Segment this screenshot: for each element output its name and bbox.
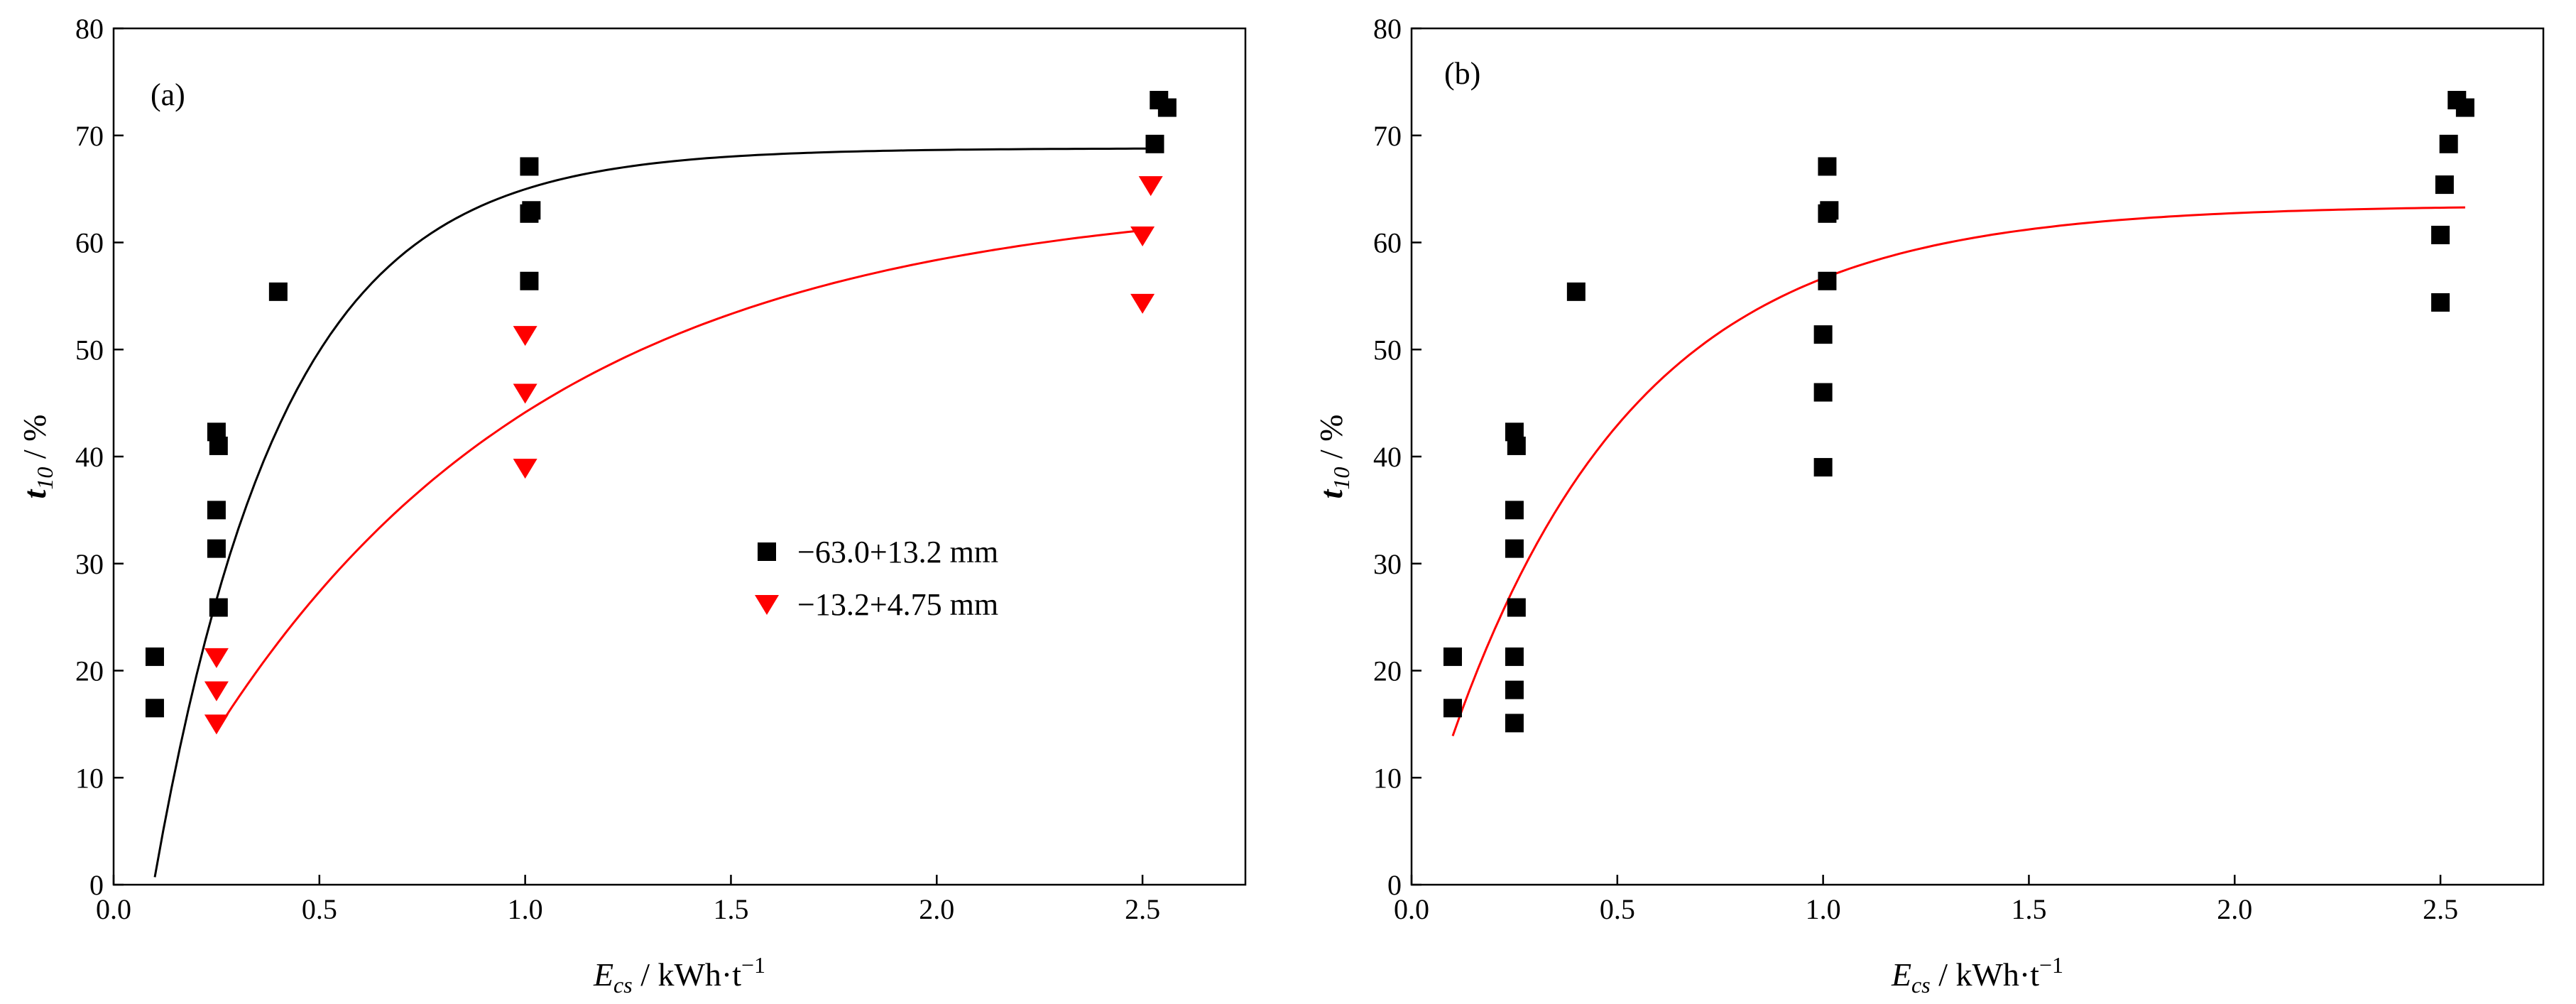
data-point-series-2 [204,714,229,735]
legend-label-series-1: −63.0+13.2 mm [797,535,998,569]
data-point-series-1 [209,598,228,617]
data-point-series-1 [1443,699,1462,718]
y-tick-label: 30 [1373,548,1402,580]
x-tick-label: 2.0 [919,893,954,925]
y-axis-label-b: t10 / % [1313,415,1354,499]
data-point-series-1 [1818,204,1837,223]
x-tick-label: 0.5 [1600,893,1635,925]
x-tick-label: 2.0 [2217,893,2252,925]
data-point-series-1 [1505,680,1524,699]
y-tick-label: 60 [1373,227,1402,259]
y-axis-label-a: t10 / % [16,415,58,499]
data-point-series-1 [2439,134,2458,153]
y-tick-label: 40 [75,441,104,473]
panel-label-a: (a) [151,77,185,112]
y-tick-label: 10 [75,762,104,794]
data-point-series-1 [1813,325,1833,344]
data-point-series-1 [520,271,539,290]
data-point-series-2 [204,681,229,702]
data-point-series-1 [2431,225,2450,244]
y-tick-label: 80 [75,13,104,45]
data-point-series-1 [1157,98,1177,117]
data-point-series-2 [1130,226,1155,246]
data-point-series-2 [204,648,229,668]
plot-area-a [112,27,1247,886]
legend-label-series-2: −13.2+4.75 mm [797,587,998,622]
x-tick-label: 1.0 [508,893,543,925]
data-point-series-2 [513,383,537,404]
y-tick-label: 70 [75,120,104,152]
x-axis-label-b: Ecs / kWh·t−1 [1891,952,2063,998]
data-point-series-1 [1818,157,1837,176]
y-tick-label: 20 [75,655,104,687]
x-tick-label: 0.0 [96,893,131,925]
plot-area-b [1410,27,2545,886]
x-tick-label: 1.0 [1806,893,1841,925]
data-point-series-1 [520,157,539,176]
data-point-series-1 [1145,134,1164,153]
y-tick-label: 40 [1373,441,1402,473]
legend: −63.0+13.2 mm −13.2+4.75 mm [755,535,998,622]
data-point-series-1 [1566,282,1586,301]
data-point-series-1 [1818,271,1837,290]
x-tick-label: 2.5 [2423,893,2458,925]
panel-a: 0 10 20 30 40 50 60 70 80 0.0 0.5 1.0 1.5 2.0 2.5 (a)… [16,13,1247,998]
data-point-series-1 [1813,458,1833,477]
data-point-series-2 [513,459,537,479]
data-point-series-2 [1130,293,1155,314]
y-tick-label: 0 [1387,869,1402,901]
y-tick-label: 20 [1373,655,1402,687]
y-tick-label: 0 [89,869,104,901]
data-point-series-1 [1813,383,1833,402]
legend-marker-square [758,542,776,561]
data-point-series-2 [1138,176,1163,197]
fit-curve-1 [153,147,1159,878]
x-tick-label: 0.5 [302,893,337,925]
data-point-series-1 [1505,714,1524,733]
data-point-series-1 [207,539,226,558]
data-point-series-1 [207,501,226,520]
data-point-series-1 [1505,647,1524,666]
y-tick-label: 30 [75,548,104,580]
x-axis-label-a: Ecs / kWh·t−1 [593,952,765,998]
data-point-series-1 [2431,293,2450,312]
data-point-series-1 [520,204,539,223]
panel-label-b: (b) [1444,56,1480,91]
data-point-series-1 [145,647,164,666]
data-point-series-1 [145,699,164,718]
y-tick-label: 50 [75,334,104,366]
data-point-series-2 [513,326,537,347]
data-point-series-1 [2455,98,2474,117]
data-point-series-1 [1443,647,1462,666]
legend-marker-triangle [755,595,779,615]
data-point-series-1 [2435,175,2454,195]
data-point-series-1 [1505,539,1524,558]
y-tick-label: 50 [1373,334,1402,366]
y-tick-label: 70 [1373,120,1402,152]
data-point-series-1 [1507,598,1526,617]
data-point-series-1 [1507,436,1526,455]
data-point-series-1 [268,282,288,301]
panel-b: 0 10 20 30 40 50 60 70 80 0.0 0.5 1.0 1.5 2.0 2.5 (b)… [1313,13,2545,998]
x-tick-label: 2.5 [1125,893,1160,925]
fit-curve-2 [215,229,1143,732]
x-tick-label: 1.5 [2011,893,2046,925]
y-tick-label: 80 [1373,13,1402,45]
data-point-series-1 [1505,501,1524,520]
data-point-series-1 [209,436,228,455]
fit-curve-1 [1451,206,2465,737]
x-tick-label: 0.0 [1394,893,1429,925]
y-tick-label: 60 [75,227,104,259]
x-tick-label: 1.5 [713,893,748,925]
y-tick-label: 10 [1373,762,1402,794]
